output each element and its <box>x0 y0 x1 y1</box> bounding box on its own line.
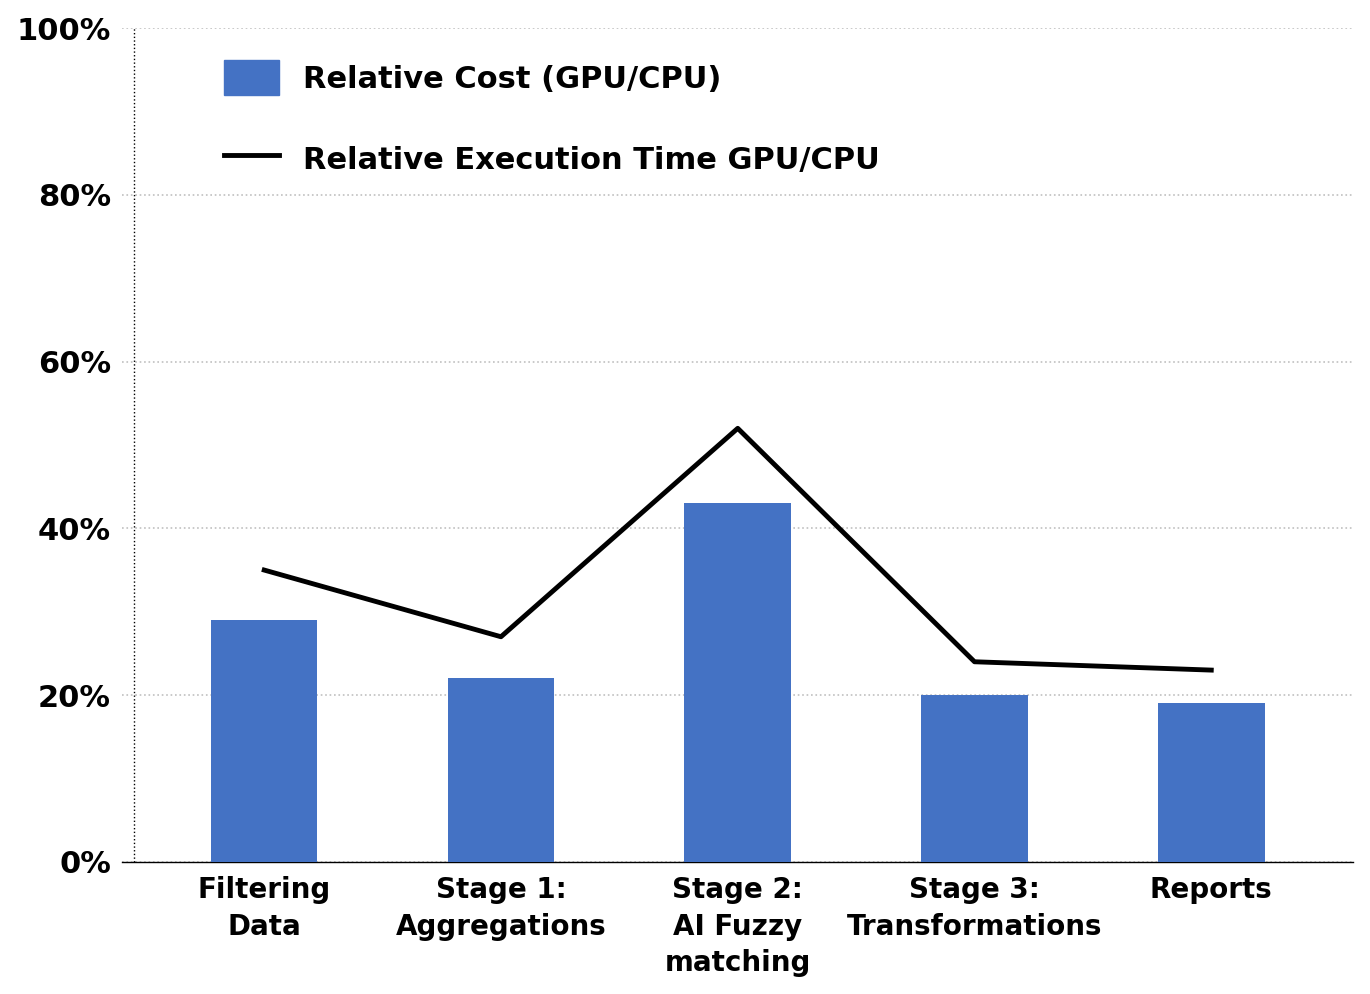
Bar <box>448 679 555 862</box>
Bar <box>921 695 1028 862</box>
Bar <box>211 620 318 862</box>
Bar <box>1158 704 1265 862</box>
Bar <box>685 503 790 862</box>
Legend: Relative Cost (GPU/CPU), Relative Execution Time GPU/CPU: Relative Cost (GPU/CPU), Relative Execut… <box>223 60 880 177</box>
